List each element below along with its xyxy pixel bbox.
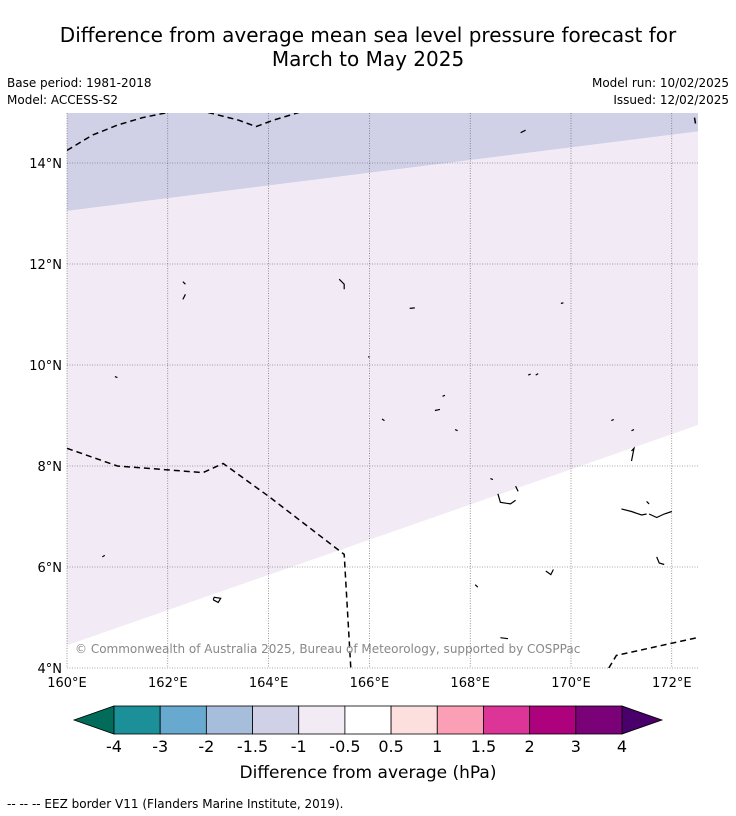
lon-tick-label: 162°E — [148, 676, 188, 691]
colorbar-tick-label: 3 — [571, 737, 581, 756]
issued-date: Issued: 12/02/2025 — [613, 93, 729, 107]
island-coastline — [621, 508, 647, 516]
colorbar-segment — [483, 705, 531, 735]
eez-footnote: -- -- -- EEZ border V11 (Flanders Marine… — [7, 797, 344, 811]
colorbar-tick-label: -1 — [291, 737, 307, 756]
colorbar: -4 -3 -2 -1.5 -1 -0.5 0.5 1 1.5 2 3 4 — [72, 705, 664, 756]
lat-tick-label: 10°N — [29, 359, 62, 374]
meta-left: Base period: 1981-2018 Model: ACCESS-S2 — [7, 76, 152, 110]
lon-tick-label: 164°E — [249, 676, 289, 691]
island-coastline — [515, 485, 519, 492]
colorbar-tick-label: -0.5 — [329, 737, 360, 756]
map-title-line-2: March to May 2025 — [271, 47, 465, 71]
lat-tick-label: 14°N — [29, 157, 62, 172]
colorbar-segment — [113, 705, 161, 735]
colorbar-low-extend — [72, 705, 115, 735]
map-axes: 160°E 162°E 164°E 166°E 168°E 170°E 172°E 4°N 6°… — [29, 157, 691, 691]
meta-right: Model run: 10/02/2025 Issued: 12/02/2025 — [592, 76, 729, 110]
island-coastline — [535, 373, 539, 376]
model-run: Model run: 10/02/2025 — [591, 76, 729, 90]
colorbar-segment — [390, 705, 438, 735]
lat-tick-label: 12°N — [29, 258, 62, 273]
map-gridlines — [66, 113, 698, 669]
copyright-notice: © Commonwealth of Australia 2025, Bureau… — [75, 642, 580, 656]
island-coastline — [631, 429, 635, 432]
island-coastline — [114, 376, 118, 379]
lat-tick-label: 8°N — [38, 460, 63, 475]
island-coastline — [338, 278, 345, 290]
island-coastline — [367, 355, 370, 358]
region--1.5-to--1 — [67, 113, 698, 211]
lat-tick-label: 4°N — [38, 662, 63, 677]
island-coastline — [182, 281, 186, 285]
island-coastline — [520, 129, 526, 134]
colorbar-tick-label: 1 — [432, 737, 442, 756]
colorbar-segment — [159, 705, 207, 735]
anomaly-regions — [67, 113, 698, 646]
base-period: Base period: 1981-2018 — [7, 76, 152, 90]
eez-border-line — [608, 636, 698, 668]
colorbar-tick-label: -2 — [198, 737, 214, 756]
island-coastline — [454, 429, 458, 432]
lon-tick-label: 168°E — [450, 676, 490, 691]
island-coastline — [212, 596, 222, 604]
island-coastline — [648, 510, 672, 519]
colorbar-label: Difference from average (hPa) — [240, 763, 497, 783]
lat-tick-label: 6°N — [38, 561, 63, 576]
island-coastline — [409, 307, 415, 309]
colorbar-segment — [529, 705, 577, 735]
island-coastline — [656, 556, 665, 566]
lon-tick-label: 160°E — [47, 676, 87, 691]
colorbar-segment — [575, 705, 623, 735]
map-title: Difference from average mean sea level p… — [0, 23, 736, 71]
colorbar-segment — [298, 705, 346, 735]
eez-border-line — [67, 447, 352, 668]
map-title-line-1: Difference from average mean sea level p… — [59, 23, 677, 47]
colorbar-tick-label: -4 — [106, 737, 122, 756]
island-coastline — [490, 478, 494, 481]
island-coastline — [545, 569, 554, 576]
colorbar-tick-label: 0.5 — [378, 737, 403, 756]
colorbar-tick-label: 4 — [617, 737, 627, 756]
island-coastline — [497, 493, 516, 505]
colorbar-tick-label: 2 — [525, 737, 535, 756]
island-coastline — [434, 408, 441, 412]
region--1-to--0.5 — [67, 131, 698, 646]
colorbar-segment — [205, 705, 253, 735]
island-coastline — [500, 637, 509, 640]
lon-tick-label: 166°E — [350, 676, 390, 691]
model-name: Model: ACCESS-S2 — [7, 93, 119, 107]
eez-border-line — [67, 113, 168, 152]
island-coastline — [474, 584, 479, 588]
lon-tick-label: 172°E — [652, 676, 692, 691]
island-coastline — [630, 446, 635, 462]
colorbar-segment — [344, 705, 392, 735]
island-coastline — [527, 373, 531, 376]
island-coastline — [646, 500, 650, 505]
colorbar-tick-label: -3 — [152, 737, 168, 756]
island-coastline — [182, 294, 186, 300]
eez-border-line — [207, 113, 300, 128]
colorbar-tick-label: 1.5 — [471, 737, 496, 756]
island-coastline — [381, 418, 385, 422]
island-coastline — [611, 418, 615, 422]
island-coastline — [101, 554, 106, 558]
eez-borders — [67, 113, 698, 668]
coastlines — [101, 129, 672, 640]
colorbar-segment — [436, 705, 484, 735]
colorbar-tick-label: -1.5 — [237, 737, 268, 756]
island-coastline — [560, 302, 564, 304]
colorbar-segment — [252, 705, 300, 735]
eez-border-line — [693, 117, 697, 124]
colorbar-high-extend — [621, 705, 664, 735]
lon-tick-label: 170°E — [551, 676, 591, 691]
island-coastline — [442, 394, 446, 397]
